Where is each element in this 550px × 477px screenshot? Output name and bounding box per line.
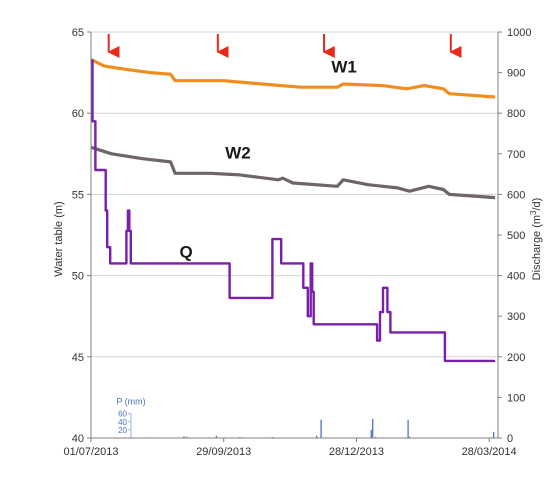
left-tick-label: 60 [72,108,84,120]
left-tick-label: 55 [72,189,84,201]
right-axis-title-prefix: Discharge (m [531,215,543,280]
series-label-w1: W1 [331,58,357,77]
precip-tick-label: 40 [118,418,127,427]
x-tick-label: 28/12/2013 [329,446,384,458]
series-q-line [91,59,496,363]
right-tick-label: 400 [507,271,525,283]
precip-bar [320,419,322,438]
precip-bar [375,436,377,438]
precip-tick-label: 60 [118,410,127,419]
arrows [107,34,462,58]
right-tick-label: 700 [507,149,525,161]
right-tick-label: 100 [507,392,525,404]
left-axis: 40 45 50 55 60 65 [72,27,91,445]
left-tick-label: 50 [72,271,84,283]
gridlines [91,31,498,358]
left-axis-title: Water table (m) [53,201,65,276]
right-axis-title-sup: 3 [529,210,538,215]
precip-axis-title: P (mm) [116,397,145,407]
precip-bar [316,435,318,438]
series-label-w2: W2 [225,144,251,163]
right-tick-label: 800 [507,108,525,120]
precip-bar [407,419,409,438]
right-tick-label: 600 [507,189,525,201]
precip-bar [372,418,374,438]
right-axis-title-suffix: /d) [531,198,543,211]
series-w2-line [90,145,496,200]
right-tick-label: 200 [507,352,525,364]
precip-tick-label: 20 [118,426,127,435]
series-labels: W1 W2 Q [179,58,356,262]
series-label-q: Q [179,242,192,261]
precip-bar [271,436,274,438]
right-tick-label: 500 [507,230,525,242]
x-tick-label: 29/09/2013 [196,446,251,458]
precip-bar [183,436,185,438]
plot-frame [90,32,499,439]
precip-bar [370,429,372,438]
right-tick-label: 300 [507,311,525,323]
x-tick-label: 01/07/2013 [63,446,118,458]
precip-bar [239,436,241,438]
left-tick-label: 45 [72,352,84,364]
right-tick-label: 0 [507,433,513,445]
right-axis-title: Discharge (m3/d) [529,198,544,281]
x-axis: 01/07/2013 29/09/2013 28/12/2013 28/03/2014 [63,438,517,458]
precip-bar [215,435,218,438]
right-tick-label: 1000 [507,27,531,39]
x-tick-label: 28/03/2014 [462,446,517,458]
precip-bar [186,436,188,438]
left-tick-label: 65 [72,27,84,39]
precip-bar [408,436,411,438]
precip-bar [492,431,495,438]
precip-bars [119,418,495,438]
series-w1-line [90,58,496,99]
right-tick-label: 900 [507,68,525,80]
series-lines [90,58,496,363]
left-tick-label: 40 [72,433,84,445]
right-axis: 0 100 200 300 400 500 600 700 800 900 1000 [498,27,531,445]
